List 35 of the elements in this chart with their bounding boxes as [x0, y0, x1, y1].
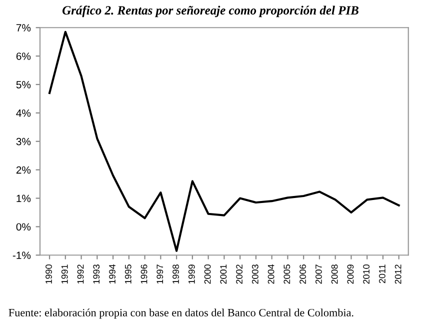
- x-tick-label: 2008: [331, 264, 338, 284]
- y-tick-label: 5%: [16, 81, 31, 88]
- x-tick-label: 2000: [204, 264, 211, 284]
- chart-title: Gráfico 2. Rentas por señoreaje como proporción del PIB: [62, 6, 358, 18]
- y-tick-label: 7%: [16, 24, 31, 32]
- x-tick-label: 1992: [77, 264, 84, 284]
- x-tick-label: 1999: [188, 264, 195, 284]
- x-tick-label: 2002: [236, 264, 242, 284]
- x-tick-label: 2007: [315, 264, 322, 284]
- x-tick-label: 2005: [284, 264, 290, 284]
- x-tick-label: 1996: [140, 264, 148, 284]
- y-tick-label: 2%: [16, 166, 31, 174]
- y-tick-label: 0%: [16, 223, 31, 231]
- x-tick-label: 1993: [93, 264, 100, 284]
- y-tick-label: 6%: [16, 52, 31, 60]
- y-tick-label: -1%: [12, 252, 31, 259]
- y-tick-label: 3%: [16, 138, 31, 146]
- x-tick-label: 1997: [156, 264, 164, 284]
- x-tick-label: 2003: [252, 264, 258, 284]
- y-tick-label: 1%: [16, 194, 31, 202]
- x-tick-label: 2004: [268, 264, 274, 284]
- x-tick-label: 2010: [363, 264, 370, 284]
- x-tick-label: 1991: [61, 264, 68, 284]
- y-tick-label: 4%: [16, 109, 31, 117]
- source-note: Fuente: elaboración propia con base en datos del Banco Central de Colombia.: [8, 308, 354, 319]
- x-tick-label: 1998: [172, 264, 179, 284]
- x-tick-label: 2009: [347, 264, 354, 284]
- x-tick-label: 2001: [220, 264, 227, 284]
- x-tick-label: 2006: [300, 264, 306, 284]
- x-tick-label: 1990: [46, 264, 52, 284]
- x-tick-label: 2011: [378, 264, 386, 284]
- line-series: [48, 30, 400, 252]
- x-tick-label: 1995: [124, 264, 132, 284]
- x-tick-label: 2012: [394, 264, 402, 284]
- x-tick-label: 1994: [109, 264, 116, 284]
